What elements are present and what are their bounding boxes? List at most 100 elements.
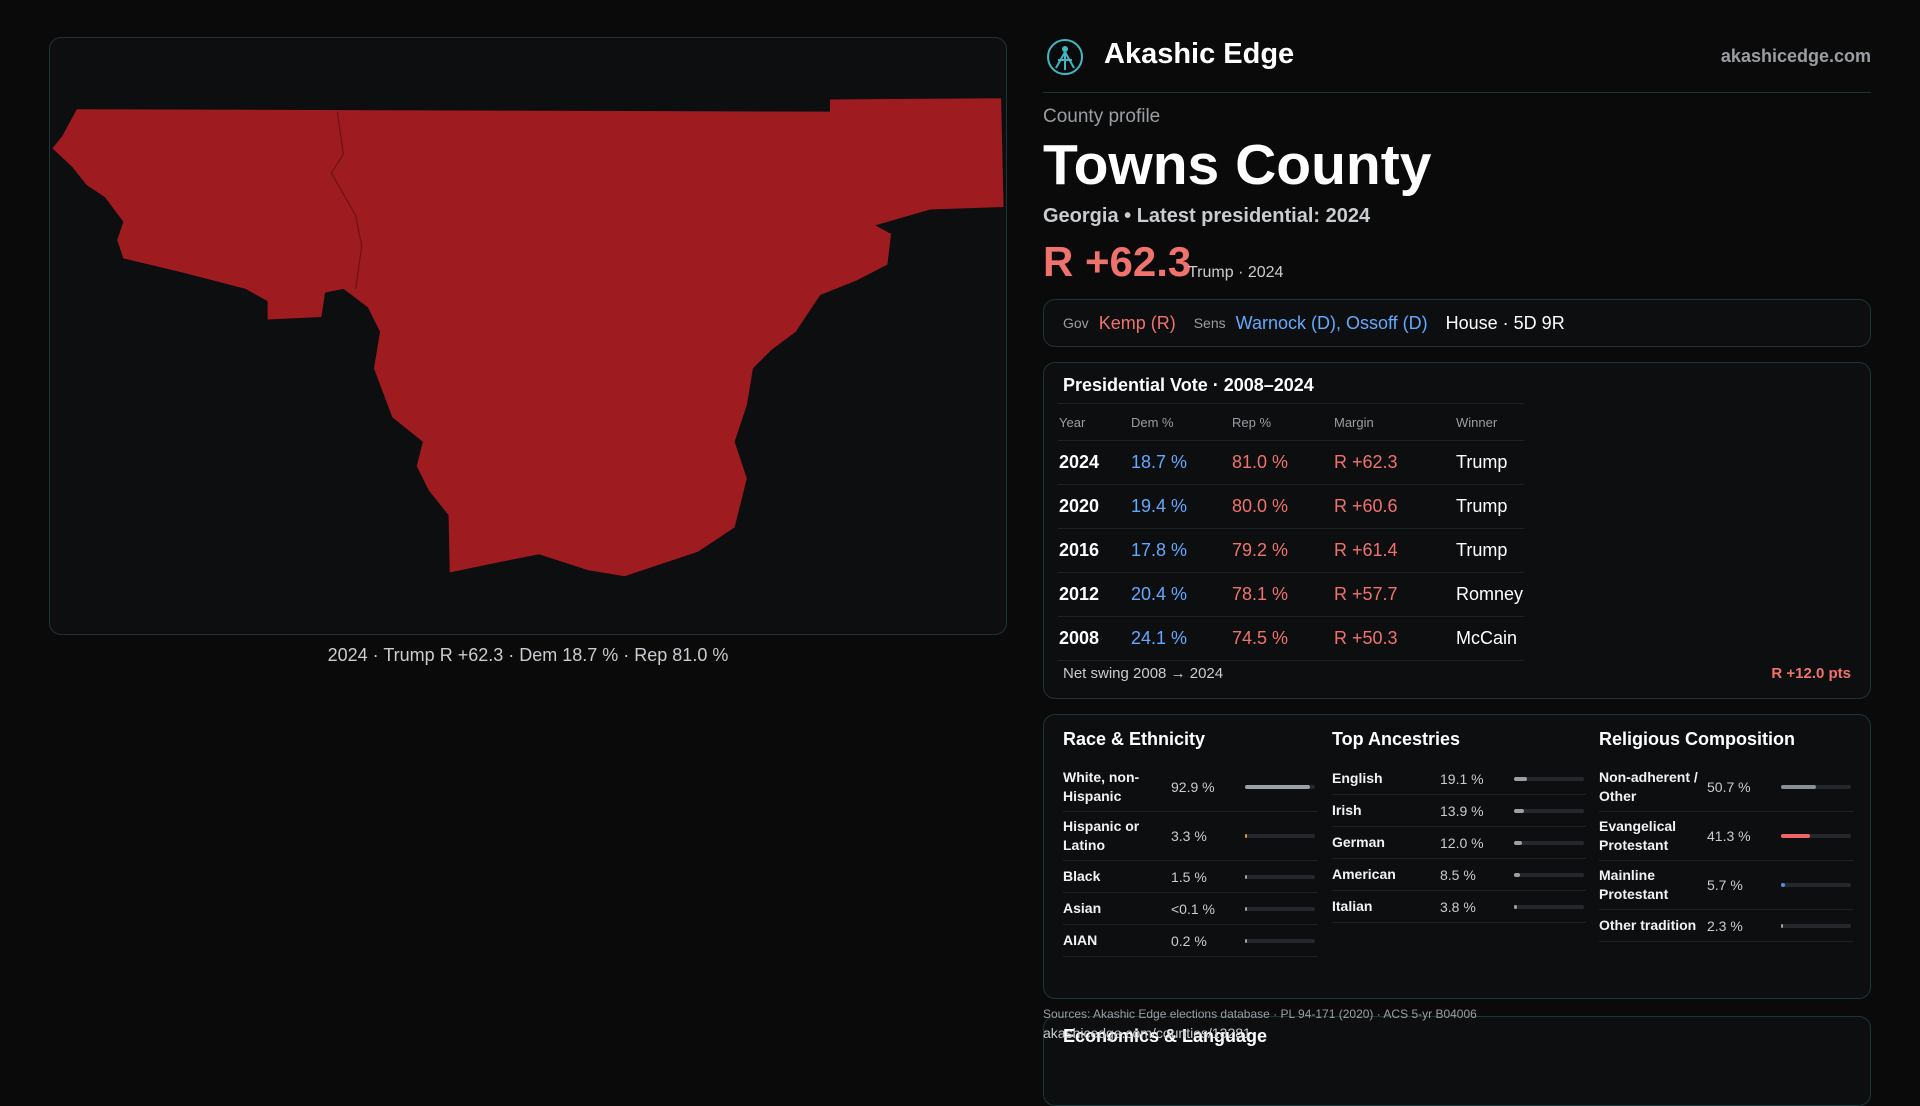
item-value: 5.7 % [1707,877,1743,893]
item-name: Non-adherent / Other [1599,769,1698,804]
map-caption: 2024 · Trump R +62.3 · Dem 18.7 % · Rep … [327,645,729,665]
demographic-row: American 8.5 % [1332,859,1586,891]
presidential-title: Presidential Vote · 2008–2024 [1063,375,1314,395]
sens-label: Sens [1193,315,1226,331]
vote-cell: 78.1 % [1231,572,1333,617]
column-header: Dem % [1130,403,1231,441]
presidential-table: Year Dem % Rep % Margin Winner 2024 18.7 % 81.0… [1058,403,1525,661]
item-value: <0.1 % [1171,900,1215,917]
item-name: Hispanic or Latino [1063,818,1140,853]
bar-track [1514,904,1584,909]
vote-cell: 19.4 % [1130,484,1231,529]
bar [1781,923,1783,928]
vote-cell: 18.7 % [1130,440,1231,485]
item-name: White, non-Hispanic [1063,769,1140,804]
item-name: Irish [1332,802,1362,818]
county-title: Towns County [1043,133,1432,197]
site-link[interactable]: akashicedge.com [1720,46,1871,66]
vote-cell: 2024 [1058,440,1130,485]
item-name: English [1332,770,1383,786]
vote-cell: 81.0 % [1231,440,1333,485]
officials-panel: Gov Kemp (R) Sens Warnock (D), Ossoff (D… [1043,299,1871,347]
demographic-row: Hispanic or Latino 3.3 % [1063,812,1317,861]
item-name: AIAN [1063,932,1098,948]
item-name: Italian [1332,898,1373,914]
bar [1781,883,1785,887]
swing-value: R +12.0 pts [1771,665,1851,682]
house: House · 5D 9R [1445,312,1565,333]
bar [1514,808,1524,813]
vote-cell: Trump [1455,484,1525,529]
demographic-row: White, non-Hispanic 92.9 % [1063,763,1317,812]
vote-row: 2012 20.4 % 78.1 % R +57.7 Romney [1058,572,1525,617]
vote-row: 2020 19.4 % 80.0 % R +60.6 Trump [1058,484,1525,529]
bar-track [1245,834,1315,838]
vote-cell: 2016 [1058,528,1130,573]
subtitle: Georgia • Latest presidential: 2024 [1043,205,1371,227]
bar [1514,840,1523,845]
vote-cell: 24.1 % [1130,616,1231,661]
item-value: 12.0 % [1440,834,1484,851]
demographic-row: Asian <0.1 % [1063,893,1317,925]
brand: Akashic Edge [1104,38,1295,70]
demographic-row: Irish 13.9 % [1332,795,1586,827]
vote-cell: 80.0 % [1231,484,1333,529]
bar-track [1514,872,1584,877]
bar-track [1781,785,1851,789]
headline-margin: R +62.3 [1043,238,1192,285]
divider [1043,92,1871,93]
demographic-row: German 12.0 % [1332,827,1586,859]
vote-row: 2008 24.1 % 74.5 % R +50.3 McCain [1058,616,1525,661]
item-name: American [1332,866,1396,882]
vote-cell: Romney [1455,572,1525,617]
bar-track [1245,874,1315,879]
vote-cell: 2012 [1058,572,1130,617]
vote-cell: 74.5 % [1231,616,1333,661]
vote-cell: 17.8 % [1130,528,1231,573]
item-name: Black [1063,868,1101,884]
county-shape [52,98,1004,577]
bar-track [1781,883,1851,887]
column-header: Year [1058,403,1130,441]
item-name: Mainline Protestant [1599,867,1669,902]
vote-row: 2024 18.7 % 81.0 % R +62.3 Trump [1058,440,1525,485]
county-map [52,98,1004,577]
economics-title: Economics & Language [1063,1026,1268,1046]
vote-cell: R +62.3 [1333,440,1455,485]
item-value: 3.3 % [1171,828,1207,844]
group-title: Race & Ethnicity [1063,729,1206,749]
vote-cell: R +50.3 [1333,616,1455,661]
demographic-group: Religious Composition Non-adherent / Othe… [1599,727,1853,942]
gov-label: Gov [1063,315,1089,331]
item-value: 1.5 % [1171,868,1207,885]
bar [1781,834,1810,838]
vote-cell: Trump [1455,440,1525,485]
demographic-row: AIAN 0.2 % [1063,925,1317,957]
presidential-panel: Presidential Vote · 2008–2024 Year Dem % R… [1043,362,1871,699]
item-value: 3.8 % [1440,898,1476,915]
senators: Warnock (D), Ossoff (D) [1235,312,1428,333]
item-name: Other tradition [1599,917,1697,933]
item-value: 92.9 % [1171,779,1215,795]
demographic-group: Race & Ethnicity White, non-Hispanic 92.9 … [1063,727,1317,957]
bar-track [1514,776,1584,781]
vote-cell: McCain [1455,616,1525,661]
bar-track [1245,906,1315,911]
demographic-row: Italian 3.8 % [1332,891,1586,923]
bar [1245,938,1247,943]
bar [1514,904,1517,909]
item-value: 2.3 % [1707,917,1743,934]
governor: Kemp (R) [1098,312,1176,333]
vote-cell: R +57.7 [1333,572,1455,617]
column-header: Winner [1455,403,1525,441]
demographic-row: Evangelical Protestant 41.3 % [1599,812,1853,861]
group-title: Religious Composition [1599,729,1795,749]
item-value: 50.7 % [1707,779,1751,795]
bar [1514,872,1520,877]
vote-cell: R +60.6 [1333,484,1455,529]
bar-track [1781,923,1851,928]
vote-cell: 2020 [1058,484,1130,529]
item-value: 13.9 % [1440,802,1484,819]
page-url[interactable]: akashicedge.com/counties/13281 [1043,1025,1251,1041]
county-boundary [330,111,363,290]
